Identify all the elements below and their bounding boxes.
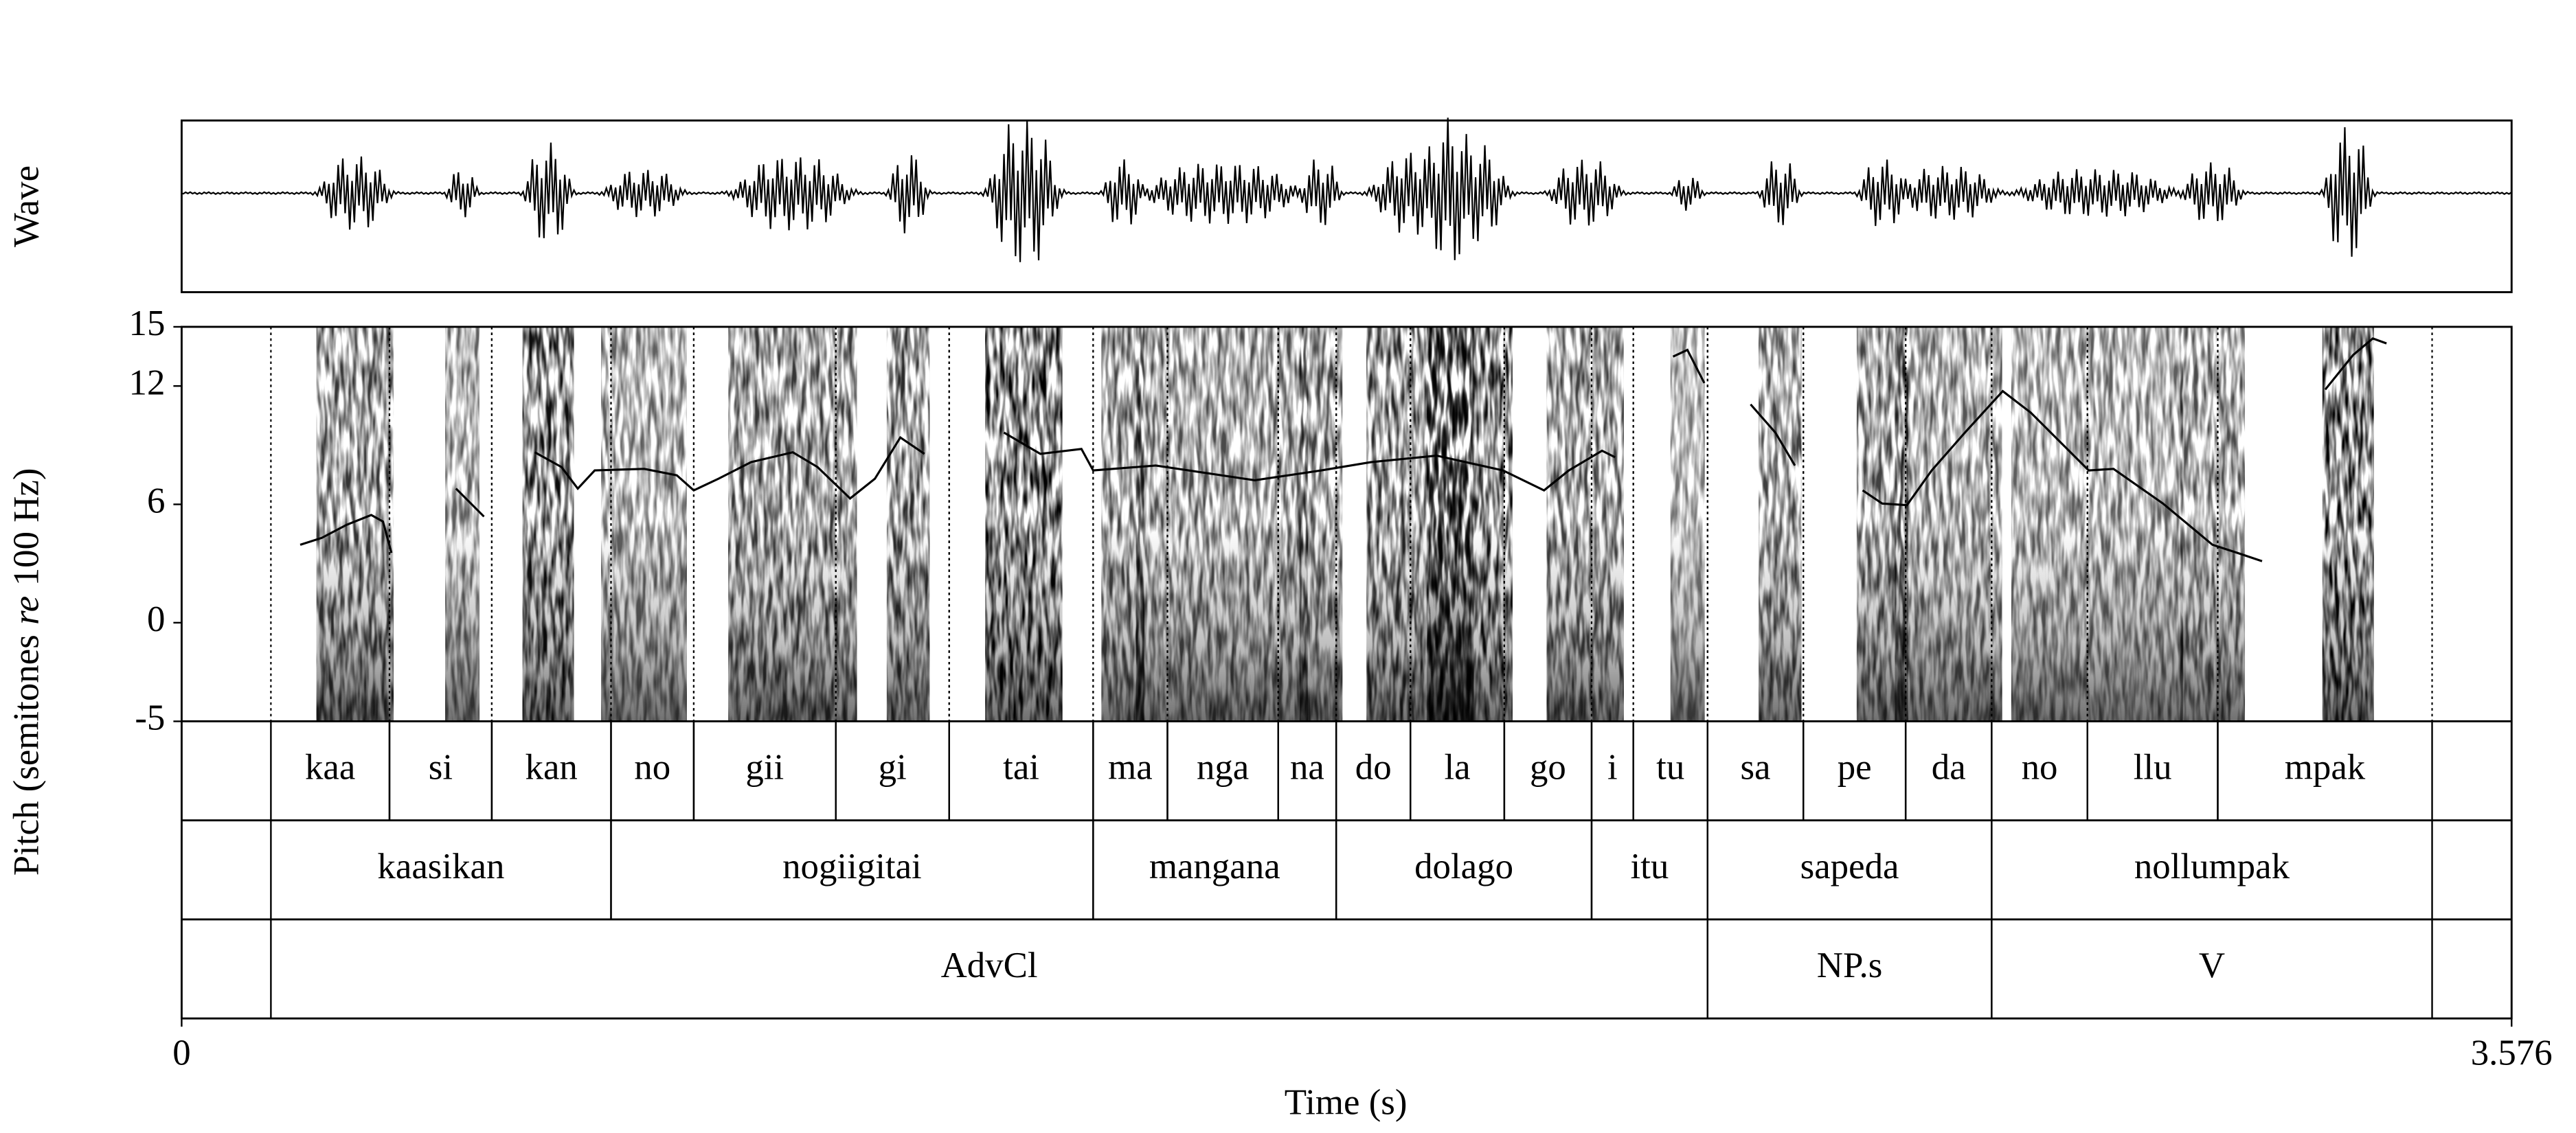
tier-label: no (2022, 748, 2058, 788)
wave-label: Wave (6, 165, 46, 247)
tier-label: tu (1656, 748, 1684, 788)
tier-label: si (429, 748, 453, 788)
y-axis-label-part: Pitch (semitones (6, 634, 46, 876)
spectrogram-formants (1895, 525, 2002, 722)
tier-label: kaasikan (377, 847, 504, 886)
tier-label: sa (1740, 748, 1770, 788)
waveform (181, 117, 2512, 262)
tier-label: nogiigitai (782, 847, 922, 886)
x-axis-label: Time (s) (1285, 1083, 1408, 1123)
wave-frame (180, 119, 2513, 293)
tier-label: sapeda (1800, 847, 1899, 886)
tier-label: gi (879, 748, 907, 788)
y-axis-label-part: 100 Hz) (6, 468, 46, 586)
tier-label: no (634, 748, 670, 788)
tier-label: mangana (1149, 847, 1280, 886)
x-tick-label: 0 (172, 1033, 190, 1073)
tier-label: AdvCl (941, 946, 1038, 985)
tier-label: mpak (2285, 748, 2366, 788)
tier-label: do (1355, 748, 1392, 788)
tier-label: gii (745, 748, 784, 788)
y-tick-label: -5 (135, 698, 165, 738)
spectrogram-formants (2180, 525, 2246, 722)
tier-label: da (1932, 748, 1966, 788)
spectrogram-formants (601, 525, 688, 722)
tier-label: tai (1003, 748, 1039, 788)
spectrogram-formants (2322, 525, 2374, 722)
tier-label: i (1607, 748, 1618, 788)
spectrogram-formants (2011, 525, 2183, 722)
tier-label: NP.s (1817, 946, 1883, 985)
y-tick-label: 0 (147, 599, 165, 639)
y-tick-label: 15 (129, 304, 166, 343)
spectrogram-formants (728, 525, 857, 722)
x-tick-label: 3.576 (2471, 1033, 2553, 1073)
tier-label: nollumpak (2134, 847, 2290, 886)
tier-label: kan (526, 748, 578, 788)
spectrogram-formants (316, 525, 394, 722)
tier-label: ma (1108, 748, 1153, 788)
y-axis-label: Pitch (semitones re 100 Hz) (6, 468, 46, 876)
spectrogram-formants (1670, 525, 1705, 722)
spectrogram-formants (1546, 525, 1624, 722)
pitch-frame (180, 325, 2513, 1020)
spectrogram-formants (1426, 525, 1513, 722)
spectrogram-formants (1136, 525, 1308, 722)
y-tick-label: 6 (147, 481, 165, 521)
spectrogram-formants (522, 525, 574, 722)
tier-label: nga (1197, 748, 1249, 788)
y-tick-label: 12 (129, 363, 166, 402)
tier-label: dolago (1414, 847, 1513, 886)
tier-label: go (1530, 748, 1566, 788)
tier-label: la (1444, 748, 1470, 788)
spectrogram-formants (1299, 525, 1343, 722)
y-axis-label-part: re (6, 596, 46, 625)
tier-label: V (2199, 946, 2225, 985)
tier-label: na (1290, 748, 1324, 788)
spectrogram-formants (985, 525, 1063, 722)
spectrogram (316, 326, 2374, 722)
tier-label: kaa (305, 748, 355, 788)
tier-label: itu (1630, 847, 1669, 886)
spectrogram-formants (1759, 525, 1802, 722)
tier-label: llu (2134, 748, 2172, 788)
spectrogram-formants (445, 525, 480, 722)
spectrogram-formants (886, 525, 930, 722)
tier-label: pe (1838, 748, 1872, 788)
pitch-contour (300, 337, 2387, 562)
